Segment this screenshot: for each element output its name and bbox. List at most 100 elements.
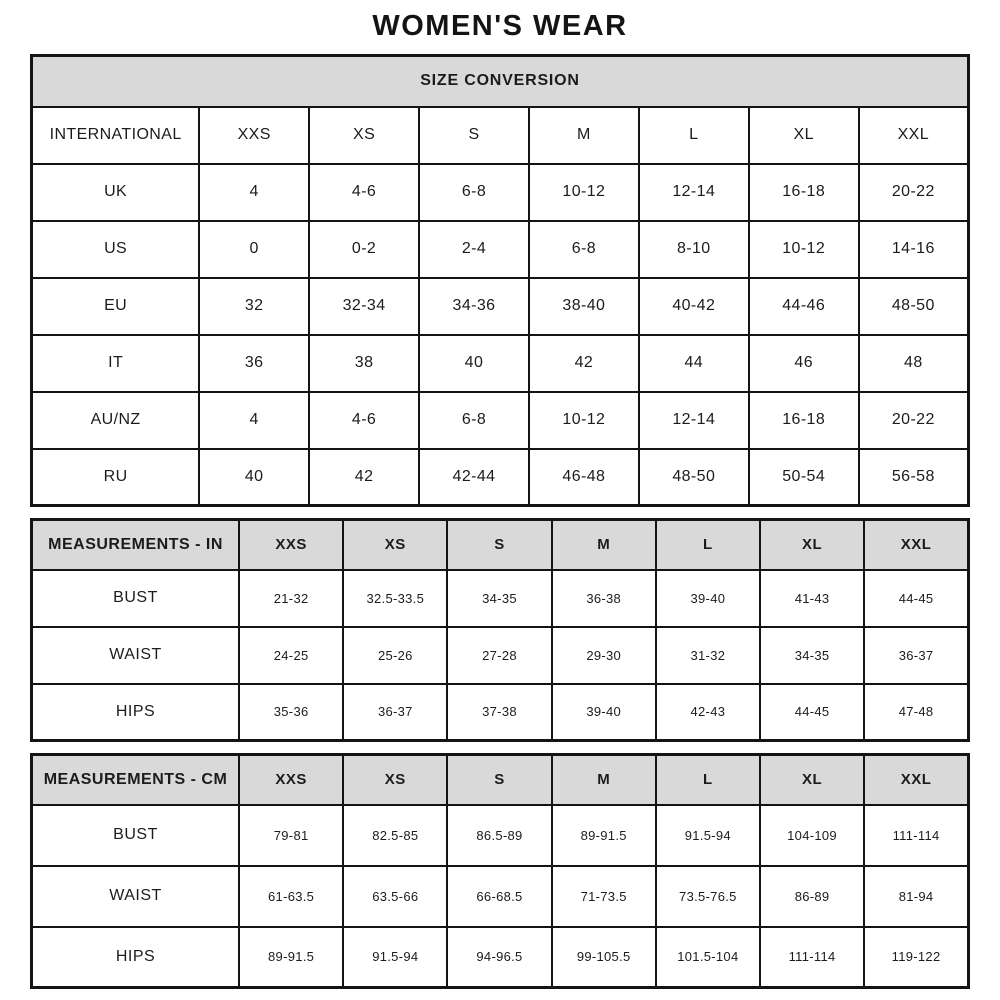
value-cell: 56-58 (857, 447, 970, 507)
value-cell: 31-32 (654, 625, 761, 685)
value-cell: M (527, 105, 640, 165)
value-cell: XXL (857, 105, 970, 165)
size-column-header: M (550, 753, 657, 806)
value-cell: 20-22 (857, 162, 970, 222)
value-cell: 50-54 (747, 447, 860, 507)
value-cell: 86.5-89 (446, 803, 553, 867)
value-cell: 42-44 (418, 447, 530, 507)
value-cell: 29-30 (550, 625, 657, 685)
measurement-row: HIPS 89-91.5 91.5-94 94-96.5 99-105.5 101.5-1… (30, 925, 970, 989)
value-cell: XS (308, 105, 421, 165)
value-cell: XL (747, 105, 860, 165)
value-cell: 34-35 (758, 625, 866, 685)
page-title: WOMEN'S WEAR (372, 10, 628, 42)
value-cell: 34-35 (446, 568, 553, 628)
value-cell: 38 (308, 333, 421, 393)
value-cell: 44-45 (863, 568, 970, 628)
value-cell: 8-10 (637, 219, 750, 279)
size-system-row: RU 40 42 42-44 46-48 48-50 50-54 56-58 (30, 447, 970, 507)
size-conversion-banner-row: SIZE CONVERSION (30, 54, 970, 108)
value-cell: 99-105.5 (550, 925, 657, 989)
value-cell: 81-94 (863, 864, 970, 928)
value-cell: 94-96.5 (446, 925, 553, 989)
value-cell: 101.5-104 (654, 925, 761, 989)
value-cell: 119-122 (863, 925, 970, 989)
value-cell: 89-91.5 (238, 925, 345, 989)
size-system-row: EU 32 32-34 34-36 38-40 40-42 44-46 48-50 (30, 276, 970, 336)
measurements-in-header-row: MEASUREMENTS - IN XXS XS S M L XL XXL (30, 518, 970, 571)
size-column-header: XXS (238, 753, 345, 806)
value-cell: 40-42 (637, 276, 750, 336)
value-cell: 104-109 (758, 803, 866, 867)
measurements-in-table: MEASUREMENTS - IN XXS XS S M L XL XXL BUST 21-32… (30, 518, 970, 742)
size-column-header: XXS (238, 518, 345, 571)
value-cell: 32.5-33.5 (342, 568, 449, 628)
size-system-row: INTERNATIONAL XXS XS S M L XL XXL (30, 105, 970, 165)
measurements-cm-table: MEASUREMENTS - CM XXS XS S M L XL XXL BUST 79-81… (30, 753, 970, 989)
value-cell: 36-37 (342, 682, 449, 742)
value-cell: 20-22 (857, 390, 970, 450)
value-cell: 42 (308, 447, 421, 507)
value-cell: 32-34 (308, 276, 421, 336)
value-cell: 34-36 (418, 276, 530, 336)
value-cell: 12-14 (637, 162, 750, 222)
size-system-row: IT 36 38 40 42 44 46 48 (30, 333, 970, 393)
value-cell: 37-38 (446, 682, 553, 742)
value-cell: 10-12 (527, 162, 640, 222)
value-cell: 61-63.5 (238, 864, 345, 928)
value-cell: 48 (857, 333, 970, 393)
measurement-row: WAIST 24-25 25-26 27-28 29-30 31-32 34-35 36-37 (30, 625, 970, 685)
value-cell: 40 (198, 447, 311, 507)
value-cell: 27-28 (446, 625, 553, 685)
value-cell: 79-81 (238, 803, 345, 867)
size-column-header: XXL (863, 518, 970, 571)
measurements-cm-body: BUST 79-81 82.5-85 86.5-89 89-91.5 91.5-94 104… (30, 803, 970, 989)
value-cell: 36 (198, 333, 311, 393)
row-label: EU (30, 276, 201, 336)
value-cell: 111-114 (758, 925, 866, 989)
value-cell: 71-73.5 (550, 864, 657, 928)
value-cell: 82.5-85 (342, 803, 449, 867)
value-cell: 86-89 (758, 864, 866, 928)
value-cell: 89-91.5 (550, 803, 657, 867)
measurement-row: WAIST 61-63.5 63.5-66 66-68.5 71-73.5 73.5-76… (30, 864, 970, 928)
value-cell: 36-38 (550, 568, 657, 628)
value-cell: 47-48 (863, 682, 970, 742)
value-cell: 6-8 (418, 390, 530, 450)
row-label: BUST (30, 568, 241, 628)
value-cell: L (637, 105, 750, 165)
value-cell: 48-50 (857, 276, 970, 336)
row-label: INTERNATIONAL (30, 105, 201, 165)
value-cell: 25-26 (342, 625, 449, 685)
size-column-header: S (446, 518, 553, 571)
size-conversion-table: SIZE CONVERSION INTERNATIONAL XXS XS S M L XL X… (30, 54, 970, 507)
measurement-row: BUST 21-32 32.5-33.5 34-35 36-38 39-40 41-43 44… (30, 568, 970, 628)
value-cell: 14-16 (857, 219, 970, 279)
measurements-in-body: BUST 21-32 32.5-33.5 34-35 36-38 39-40 41-43 44… (30, 568, 970, 742)
row-label: AU/NZ (30, 390, 201, 450)
row-label: HIPS (30, 682, 241, 742)
value-cell: 39-40 (654, 568, 761, 628)
value-cell: 44-46 (747, 276, 860, 336)
value-cell: 91.5-94 (654, 803, 761, 867)
value-cell: 6-8 (418, 162, 530, 222)
value-cell: 4 (198, 390, 311, 450)
value-cell: 44-45 (758, 682, 866, 742)
size-column-header: L (654, 753, 761, 806)
value-cell: 4 (198, 162, 311, 222)
value-cell: 38-40 (527, 276, 640, 336)
row-label: UK (30, 162, 201, 222)
value-cell: 16-18 (747, 390, 860, 450)
row-label: IT (30, 333, 201, 393)
row-label: RU (30, 447, 201, 507)
value-cell: 0-2 (308, 219, 421, 279)
value-cell: 46-48 (527, 447, 640, 507)
size-column-header: XXL (863, 753, 970, 806)
row-label: US (30, 219, 201, 279)
value-cell: 40 (418, 333, 530, 393)
value-cell: S (418, 105, 530, 165)
value-cell: 6-8 (527, 219, 640, 279)
table-header-label: MEASUREMENTS - CM (30, 753, 241, 806)
value-cell: 36-37 (863, 625, 970, 685)
